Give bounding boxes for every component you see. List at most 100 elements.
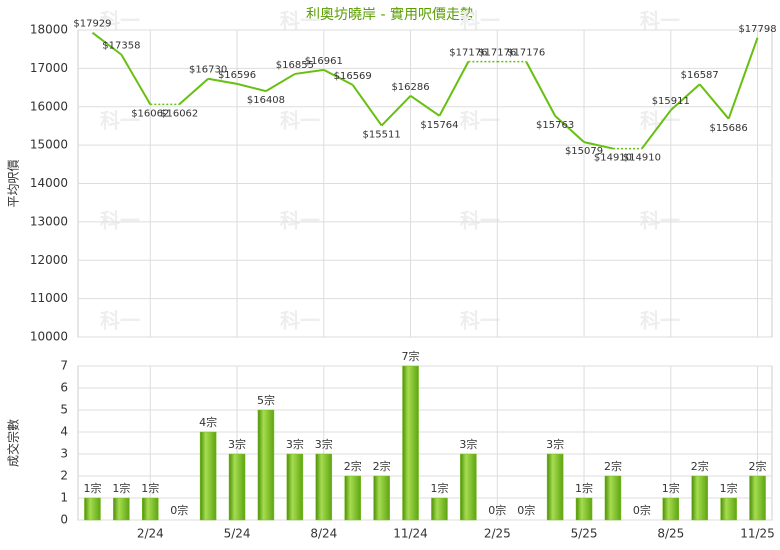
watermark: 科一	[640, 9, 680, 33]
line-segment	[178, 77, 209, 106]
watermark: 科一	[100, 309, 140, 333]
y-tick-label: 3	[60, 447, 68, 461]
value-label: 3宗	[546, 437, 564, 451]
value-label: 1宗	[112, 481, 130, 495]
bar	[373, 475, 390, 521]
bar	[402, 365, 419, 521]
value-label: 0宗	[488, 503, 506, 517]
watermark: 科一	[460, 309, 500, 333]
value-label: $14910	[623, 153, 661, 164]
plot-area	[77, 365, 773, 521]
line-segment	[294, 68, 324, 75]
y-tick-label: 17000	[30, 61, 68, 75]
y-tick-label: 16000	[30, 99, 68, 113]
value-label: $16587	[681, 70, 719, 81]
value-label: $16730	[189, 65, 227, 76]
value-label: 7宗	[402, 349, 420, 363]
value-label: 4宗	[199, 415, 217, 429]
bar	[575, 497, 593, 521]
y-tick-label: 6	[60, 381, 68, 395]
bar	[344, 475, 361, 521]
watermark: 科一	[280, 309, 320, 333]
line-segment	[236, 82, 267, 93]
value-label: 2宗	[691, 459, 709, 473]
bar	[84, 497, 101, 521]
bar	[662, 497, 680, 521]
line-segment	[351, 84, 383, 127]
value-label: $16569	[334, 71, 372, 82]
bar	[546, 453, 564, 521]
line-segment	[323, 68, 354, 86]
line-segment	[670, 83, 701, 111]
value-label: 3宗	[286, 437, 304, 451]
value-label: 2宗	[749, 459, 767, 473]
y-tick-label: 15000	[30, 138, 68, 152]
watermark: 科一	[640, 309, 680, 333]
bar	[460, 453, 477, 521]
line-segment	[554, 115, 585, 143]
value-label: $16961	[305, 56, 343, 67]
value-label: $17176	[449, 48, 487, 59]
bar	[142, 497, 159, 521]
line-segment	[727, 37, 759, 120]
value-label: 5宗	[257, 393, 275, 407]
y-tick-label: 7	[60, 359, 68, 373]
x-tick-label: 11/25	[740, 527, 775, 541]
value-label: $15764	[420, 120, 458, 131]
value-label: $15511	[363, 130, 401, 141]
watermark: 科一	[460, 209, 500, 233]
value-label: $16286	[391, 82, 429, 93]
watermark: 科一	[460, 9, 500, 33]
line-segment	[265, 73, 296, 92]
bar	[228, 453, 246, 521]
y-tick-label: 12000	[30, 253, 68, 267]
value-label: $16855	[276, 60, 314, 71]
y-tick-label: 1	[60, 491, 68, 505]
y-tick-label: 14000	[30, 176, 68, 190]
value-label: $15079	[565, 146, 603, 157]
y-tick-label: 18000	[30, 23, 68, 37]
value-label: 1宗	[575, 481, 593, 495]
bar	[431, 497, 448, 521]
value-label: $16062	[160, 108, 198, 119]
y-axis-title: 成交宗數	[6, 419, 21, 467]
bar	[257, 409, 275, 521]
x-tick-label: 11/24	[393, 527, 428, 541]
value-label: $16062	[131, 108, 169, 119]
y-tick-label: 5	[60, 403, 68, 417]
value-label: 3宗	[315, 437, 333, 451]
x-tick-label: 8/24	[310, 527, 337, 541]
value-label: $14910	[594, 153, 632, 164]
value-label: 0宗	[633, 503, 651, 517]
bar	[286, 453, 304, 521]
watermark: 科一	[280, 109, 320, 133]
bar	[113, 497, 130, 521]
value-label: 0宗	[170, 503, 188, 517]
watermark: 科一	[280, 9, 320, 33]
value-label: 1宗	[141, 481, 159, 495]
value-label: $17358	[102, 41, 140, 52]
line-segment	[91, 31, 122, 56]
value-label: $15686	[710, 123, 748, 134]
line-segment	[698, 83, 730, 120]
x-tick-label: 8/25	[657, 527, 684, 541]
y-tick-label: 10000	[30, 330, 68, 344]
bar	[315, 453, 333, 521]
y-tick-label: 0	[60, 513, 68, 527]
value-label: $15911	[652, 96, 690, 107]
line-segment	[120, 54, 152, 105]
value-label: $16596	[218, 70, 256, 81]
watermark: 科一	[640, 109, 680, 133]
bar	[604, 475, 622, 521]
chart-title: 利奧坊曉岸 - 實用呎價走勢	[306, 6, 474, 23]
watermark: 科一	[640, 209, 680, 233]
bar	[199, 431, 217, 521]
y-axis-title: 平均呎價	[7, 159, 21, 207]
value-label: 2宗	[373, 459, 391, 473]
line-segment	[525, 61, 557, 117]
y-tick-label: 4	[60, 425, 68, 439]
watermark: 科一	[100, 9, 140, 33]
x-tick-label: 2/25	[484, 527, 511, 541]
